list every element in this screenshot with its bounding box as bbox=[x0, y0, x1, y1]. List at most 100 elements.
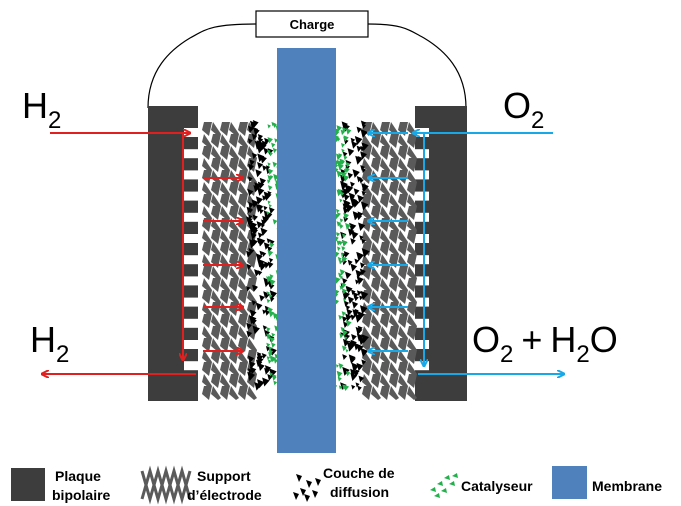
catalyst-flake bbox=[335, 208, 340, 214]
diffusion-flake bbox=[249, 221, 258, 231]
diffusion-flake bbox=[269, 290, 278, 300]
diffusion-flake bbox=[266, 238, 272, 244]
diffusion-flake bbox=[246, 250, 252, 258]
diffusion-flake bbox=[261, 219, 267, 226]
catalyst-flake bbox=[343, 212, 350, 220]
catalyst-flake bbox=[335, 135, 340, 140]
support-fiber bbox=[229, 326, 239, 340]
diffusion-flake bbox=[357, 385, 362, 392]
support-fiber bbox=[362, 362, 372, 376]
support-fiber bbox=[380, 194, 390, 208]
catalyst-flake bbox=[343, 171, 347, 176]
support-fiber bbox=[398, 338, 408, 352]
support-fiber bbox=[371, 374, 381, 388]
plate-channel bbox=[184, 297, 198, 307]
catalyst-flake bbox=[339, 218, 344, 223]
legend-label-membrane: Membrane bbox=[592, 478, 662, 494]
support-fiber bbox=[371, 158, 381, 172]
support-fiber bbox=[389, 134, 399, 148]
catalyst-flake bbox=[266, 342, 271, 348]
diffusion-flake bbox=[259, 364, 264, 370]
catalyst-flake bbox=[266, 179, 271, 184]
support-fiber bbox=[238, 362, 248, 376]
diffusion-flake bbox=[252, 284, 258, 292]
legend-flake bbox=[300, 488, 306, 496]
catalyst-flake bbox=[344, 167, 350, 174]
catalyst-flake bbox=[268, 185, 273, 191]
diffusion-flake bbox=[350, 263, 358, 272]
catalyst-flake bbox=[345, 161, 351, 168]
support-fiber bbox=[380, 146, 390, 160]
diffusion-flake bbox=[255, 203, 264, 213]
support-fiber bbox=[211, 146, 221, 160]
legend-flake bbox=[449, 481, 455, 486]
diffusion-flake bbox=[263, 261, 270, 269]
diffusion-flake bbox=[249, 315, 257, 325]
bipolar-plate-anode bbox=[148, 106, 198, 401]
support-fiber bbox=[202, 386, 212, 400]
support-fiber bbox=[371, 338, 381, 352]
support-fiber bbox=[238, 194, 248, 208]
support-fiber bbox=[398, 158, 408, 172]
plate-channel bbox=[415, 255, 429, 265]
support-fiber bbox=[238, 266, 248, 280]
diffusion-flake bbox=[356, 333, 364, 342]
diffusion-flake bbox=[352, 169, 360, 178]
support-fiber bbox=[202, 302, 212, 316]
diffusion-flake bbox=[257, 232, 263, 239]
diffusion-flake bbox=[343, 300, 350, 307]
plate-channel bbox=[415, 361, 429, 371]
diffusion-flake bbox=[264, 367, 270, 375]
support-fiber bbox=[211, 242, 221, 256]
catalyst-flake bbox=[345, 349, 349, 353]
diffusion-flake bbox=[261, 353, 267, 359]
diffusion-flake bbox=[247, 138, 253, 145]
diffusion-flake bbox=[269, 257, 274, 263]
support-fiber bbox=[238, 146, 248, 160]
plate-channel bbox=[415, 234, 429, 243]
support-fiber bbox=[202, 230, 212, 244]
support-fiber bbox=[247, 350, 257, 364]
support-fiber bbox=[211, 302, 221, 316]
diffusion-flake bbox=[249, 159, 255, 166]
diffusion-flake bbox=[354, 136, 363, 146]
diffusion-flake bbox=[262, 325, 268, 331]
support-fiber bbox=[407, 254, 417, 268]
support-fiber bbox=[398, 134, 408, 148]
catalyst-flake bbox=[336, 170, 343, 178]
support-fiber bbox=[407, 290, 417, 304]
diffusion-flake bbox=[359, 178, 364, 184]
support-fiber bbox=[407, 350, 417, 364]
plate-channel bbox=[184, 191, 198, 201]
support-fiber bbox=[407, 146, 417, 160]
support-fiber bbox=[229, 338, 239, 352]
support-fiber bbox=[238, 122, 248, 136]
support-fiber bbox=[371, 242, 381, 256]
support-fiber bbox=[371, 314, 381, 328]
plate-channel bbox=[184, 170, 198, 180]
support-fiber bbox=[229, 182, 239, 196]
catalyst-flake bbox=[343, 155, 348, 161]
support-fiber bbox=[371, 206, 381, 220]
support-fiber bbox=[389, 194, 399, 208]
support-fiber bbox=[247, 254, 257, 268]
support-fiber bbox=[220, 314, 230, 328]
catalyst-flake bbox=[336, 232, 341, 237]
support-fiber bbox=[407, 266, 417, 280]
catalyst-flake bbox=[341, 311, 346, 317]
catalyst-flake bbox=[339, 191, 345, 197]
catalyst-flake bbox=[341, 288, 347, 295]
catalyst-flake bbox=[267, 200, 271, 205]
support-fiber bbox=[211, 230, 221, 244]
catalyst-flake bbox=[343, 168, 348, 173]
diffusion-flake bbox=[255, 169, 262, 178]
support-fiber bbox=[407, 314, 417, 328]
diffusion-flake bbox=[263, 242, 271, 250]
diffusion-flake bbox=[340, 189, 348, 199]
support-fiber bbox=[362, 134, 372, 148]
catalyst-flake bbox=[339, 285, 344, 290]
support-fiber bbox=[371, 386, 381, 400]
catalyst-flake bbox=[337, 137, 341, 142]
diffusion-flake bbox=[354, 258, 360, 265]
